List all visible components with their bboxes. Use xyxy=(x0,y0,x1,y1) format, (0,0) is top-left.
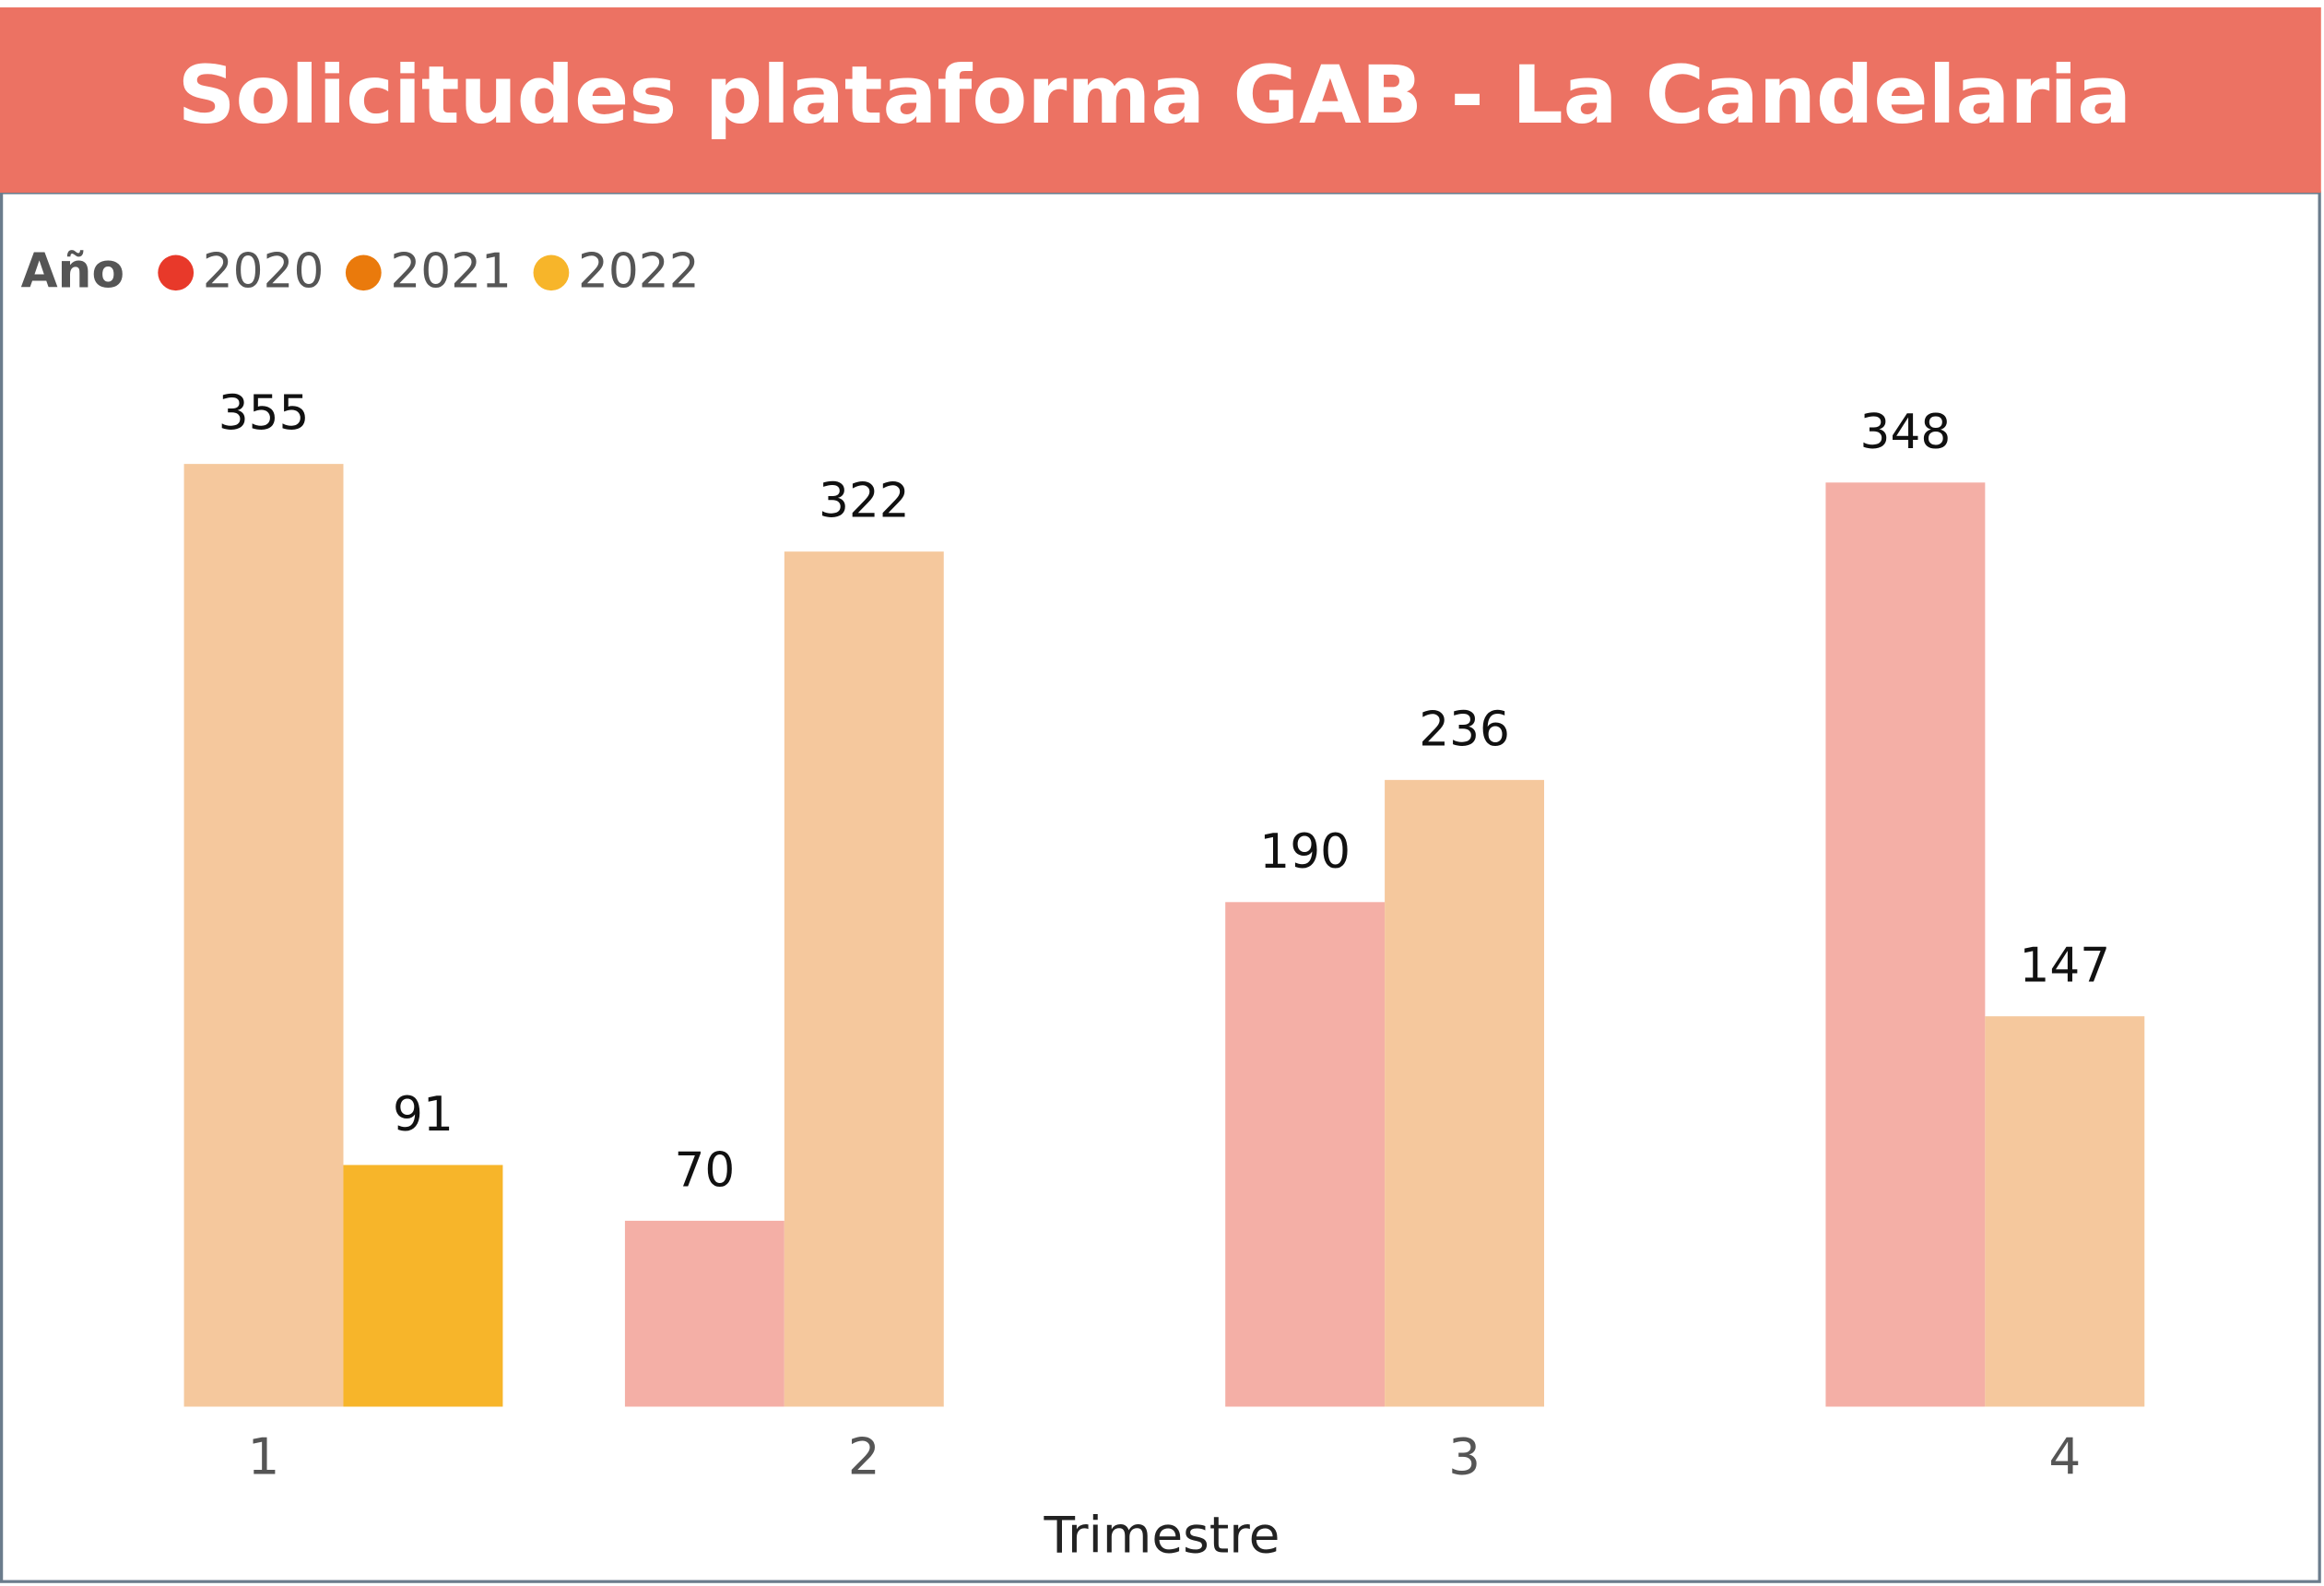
data-label: 348 xyxy=(1860,405,1952,460)
bar xyxy=(343,1165,503,1407)
data-label: 70 xyxy=(674,1143,735,1199)
x-tick-label: 2 xyxy=(848,1427,880,1486)
x-tick-label: 4 xyxy=(2048,1427,2081,1486)
data-label: 355 xyxy=(218,386,310,442)
chart-title: Solicitudes plataforma GAB - La Candelar… xyxy=(178,48,2132,142)
legend-swatch xyxy=(533,254,570,291)
bar xyxy=(1225,902,1386,1407)
x-tick-label: 3 xyxy=(1448,1427,1481,1486)
title-band xyxy=(0,7,2321,193)
bar xyxy=(784,551,944,1407)
legend-label: 2022 xyxy=(578,243,700,299)
bar xyxy=(1825,482,1986,1407)
legend-label: 2021 xyxy=(390,243,512,299)
legend-title: Año xyxy=(21,243,124,299)
data-label: 91 xyxy=(393,1087,454,1142)
x-axis-title: Trimestre xyxy=(1044,1506,1280,1565)
data-label: 147 xyxy=(2019,939,2110,994)
bar xyxy=(1985,1016,2145,1407)
data-label: 322 xyxy=(819,474,910,529)
legend-swatch xyxy=(345,254,382,291)
data-label: 190 xyxy=(1259,824,1351,880)
bar xyxy=(183,464,344,1407)
legend-swatch xyxy=(158,254,195,291)
x-tick-label: 1 xyxy=(248,1427,280,1486)
bar xyxy=(624,1220,784,1407)
legend-label: 2020 xyxy=(203,243,324,299)
data-label: 236 xyxy=(1419,702,1510,757)
bar xyxy=(1385,779,1545,1407)
